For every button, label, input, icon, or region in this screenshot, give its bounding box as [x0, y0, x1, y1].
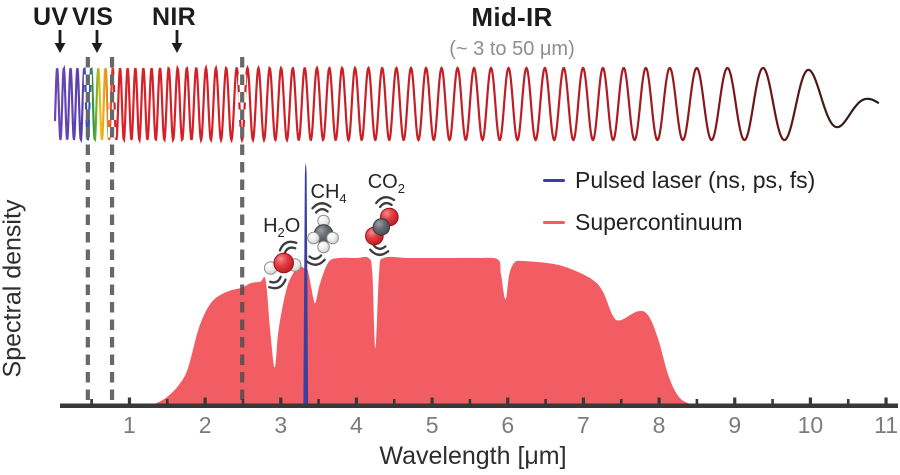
- x-minor-tick: [846, 399, 850, 404]
- pulsed-laser-swatch: [543, 178, 565, 183]
- legend-item-supercontinuum: Supercontinuum: [543, 209, 815, 236]
- x-minor-tick: [241, 399, 245, 404]
- pulsed-laser-label: Pulsed laser (ns, ps, fs): [575, 167, 816, 193]
- midir-range-note: (~ 3 to 50 μm): [449, 38, 575, 60]
- x-axis-label: Wavelength [μm]: [379, 442, 567, 470]
- region-arrow: [54, 43, 66, 53]
- x-minor-tick: [619, 399, 623, 404]
- y-axis-label: Spectral density: [0, 199, 27, 378]
- x-tick-label: 9: [728, 412, 741, 438]
- x-major-tick: [279, 397, 283, 404]
- x-major-tick: [657, 397, 661, 404]
- x-major-tick: [203, 397, 207, 404]
- x-major-tick: [808, 397, 812, 404]
- x-major-tick: [354, 397, 359, 404]
- molecule-label-ch4: CH4: [310, 181, 347, 206]
- x-minor-tick: [317, 399, 320, 404]
- x-minor-tick: [771, 399, 774, 404]
- molecule-h2o: [263, 240, 302, 290]
- pulsed-laser-spike: [303, 163, 309, 406]
- x-minor-tick: [165, 399, 169, 404]
- x-minor-tick: [392, 399, 396, 404]
- region-label-midir: Mid-IR: [471, 2, 553, 32]
- legend: Pulsed laser (ns, ps, fs) Supercontinuum: [543, 167, 815, 251]
- x-tick-label: 2: [199, 412, 212, 438]
- x-tick-label: 8: [653, 412, 666, 438]
- x-major-tick: [733, 397, 737, 404]
- x-tick-label: 4: [350, 412, 363, 438]
- x-minor-tick: [90, 399, 93, 404]
- x-tick-label: 3: [274, 412, 287, 438]
- x-tick-label: 10: [798, 412, 824, 438]
- supercontinuum-area: [149, 256, 703, 406]
- legend-item-pulsed-laser: Pulsed laser (ns, ps, fs): [543, 167, 815, 194]
- supercontinuum-label: Supercontinuum: [575, 209, 743, 235]
- x-major-tick: [581, 397, 586, 404]
- region-label-vis: VIS: [72, 3, 114, 31]
- molecule-label-h2o: H2O: [263, 215, 301, 240]
- chirped-wave: [53, 63, 880, 145]
- x-axis-line: [60, 403, 898, 408]
- x-major-tick: [506, 397, 510, 404]
- region-arrow: [171, 43, 183, 53]
- supercontinuum-swatch: [543, 220, 565, 225]
- region-label-nir: NIR: [152, 3, 196, 31]
- x-minor-tick: [544, 399, 547, 404]
- x-tick-label: 6: [501, 412, 514, 438]
- x-tick-label: 1: [123, 412, 136, 438]
- x-tick-label: 5: [426, 412, 439, 438]
- x-minor-tick: [695, 399, 699, 404]
- molecule-co2: [365, 196, 399, 256]
- x-tick-label: 11: [874, 412, 898, 438]
- molecule-ch4: [305, 202, 339, 266]
- x-minor-tick: [468, 399, 472, 404]
- region-arrow: [91, 43, 103, 53]
- x-tick-label: 7: [577, 412, 590, 438]
- x-major-tick: [884, 397, 888, 404]
- x-major-tick: [127, 397, 132, 404]
- molecule-label-co2: CO2: [367, 171, 405, 196]
- region-label-uv: UV: [33, 3, 69, 31]
- x-major-tick: [430, 397, 434, 404]
